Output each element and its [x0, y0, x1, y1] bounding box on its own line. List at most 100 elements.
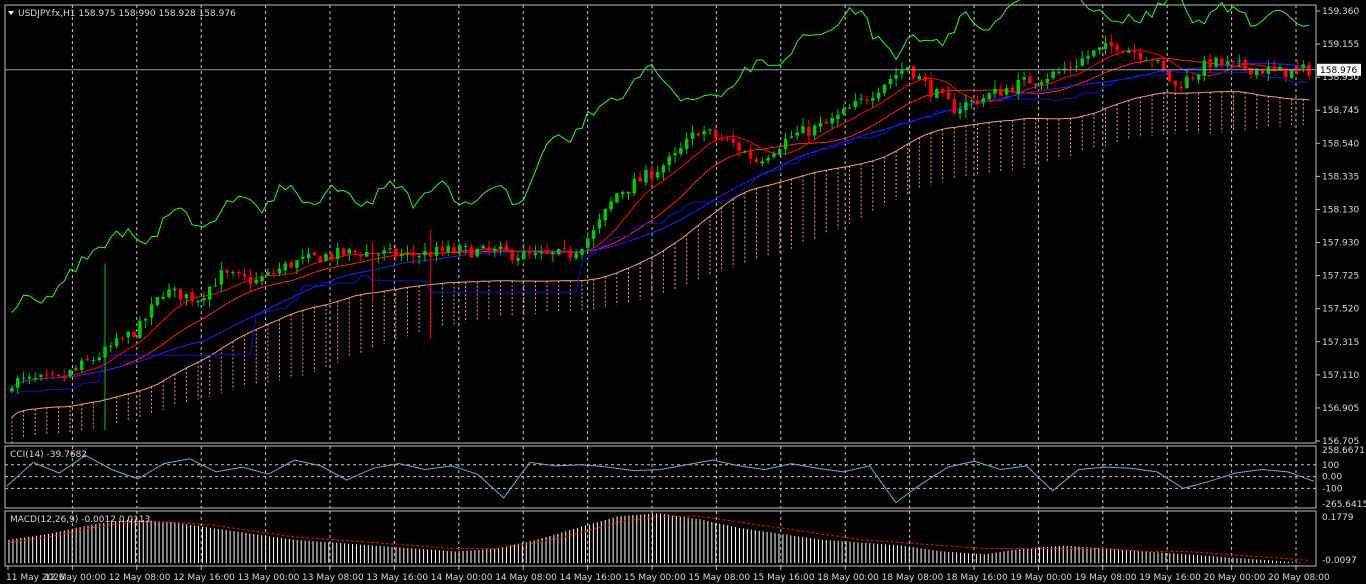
- candle-body[interactable]: [551, 252, 555, 255]
- candle-body[interactable]: [277, 268, 282, 274]
- candle-body[interactable]: [1161, 60, 1166, 70]
- candle-body[interactable]: [219, 270, 224, 285]
- candle-body[interactable]: [940, 89, 945, 94]
- candle-body[interactable]: [248, 276, 253, 285]
- candle-body[interactable]: [1033, 83, 1038, 85]
- candle-body[interactable]: [1202, 60, 1207, 76]
- candle-body[interactable]: [1278, 67, 1282, 70]
- candle-body[interactable]: [556, 248, 561, 255]
- candle-body[interactable]: [213, 285, 218, 287]
- candle-body[interactable]: [382, 250, 386, 254]
- candle-body[interactable]: [1266, 67, 1271, 74]
- candle-body[interactable]: [510, 249, 514, 260]
- candle-body[interactable]: [807, 126, 811, 136]
- candle-body[interactable]: [516, 257, 520, 261]
- candle-body[interactable]: [405, 252, 410, 254]
- candle-body[interactable]: [399, 254, 404, 256]
- candle-body[interactable]: [207, 286, 212, 300]
- candle-body[interactable]: [242, 273, 247, 277]
- candle-body[interactable]: [999, 88, 1003, 96]
- candle-body[interactable]: [498, 246, 503, 249]
- candle-body[interactable]: [905, 67, 910, 71]
- candle-body[interactable]: [812, 125, 817, 136]
- candle-body[interactable]: [1138, 52, 1143, 60]
- candle-body[interactable]: [126, 331, 130, 338]
- candle-body[interactable]: [1254, 69, 1259, 76]
- candle-body[interactable]: [301, 256, 305, 259]
- candle-body[interactable]: [85, 359, 90, 361]
- candle-body[interactable]: [533, 253, 538, 256]
- candle-body[interactable]: [21, 377, 26, 379]
- candle-body[interactable]: [853, 100, 858, 108]
- candle-body[interactable]: [754, 159, 759, 163]
- candle-body[interactable]: [347, 249, 352, 254]
- candle-body[interactable]: [894, 74, 898, 79]
- candle-body[interactable]: [149, 304, 154, 318]
- candle-body[interactable]: [1295, 67, 1300, 69]
- candle-body[interactable]: [1237, 60, 1242, 62]
- candle-body[interactable]: [644, 170, 648, 183]
- candle-body[interactable]: [522, 251, 526, 259]
- candle-body[interactable]: [841, 108, 846, 115]
- candle-body[interactable]: [155, 297, 160, 306]
- candle-body[interactable]: [865, 99, 869, 101]
- candle-body[interactable]: [364, 251, 369, 257]
- candle-body[interactable]: [952, 99, 957, 114]
- candle-body[interactable]: [1132, 50, 1137, 53]
- candle-body[interactable]: [1214, 57, 1218, 67]
- candle-body[interactable]: [917, 75, 922, 80]
- candle-body[interactable]: [562, 247, 567, 249]
- candle-body[interactable]: [638, 177, 642, 182]
- candle-body[interactable]: [620, 191, 625, 194]
- candle-body[interactable]: [33, 377, 37, 379]
- candle-body[interactable]: [103, 346, 107, 358]
- candle-body[interactable]: [1080, 58, 1084, 66]
- candle-body[interactable]: [289, 262, 293, 268]
- candle-body[interactable]: [1225, 61, 1230, 65]
- candle-body[interactable]: [1039, 82, 1044, 85]
- candle-body[interactable]: [1231, 61, 1236, 63]
- candle-body[interactable]: [1179, 86, 1183, 89]
- candle-body[interactable]: [731, 139, 735, 143]
- candle-body[interactable]: [1208, 59, 1212, 68]
- candle-body[interactable]: [946, 92, 951, 100]
- candle-body[interactable]: [719, 137, 724, 140]
- candle-body[interactable]: [801, 126, 805, 134]
- candle-body[interactable]: [1301, 64, 1306, 68]
- candle-body[interactable]: [463, 246, 468, 248]
- candle-body[interactable]: [836, 114, 840, 120]
- candle-body[interactable]: [143, 318, 148, 321]
- candle-body[interactable]: [1022, 77, 1026, 80]
- candle-body[interactable]: [1260, 69, 1265, 75]
- candle-body[interactable]: [330, 253, 334, 259]
- candle-body[interactable]: [196, 301, 200, 303]
- candle-body[interactable]: [1109, 41, 1114, 47]
- candle-body[interactable]: [574, 253, 578, 259]
- candle-body[interactable]: [1028, 76, 1032, 84]
- candle-body[interactable]: [1074, 65, 1079, 67]
- triangle-down-icon[interactable]: [8, 11, 14, 15]
- candle-body[interactable]: [1167, 70, 1172, 82]
- candle-body[interactable]: [871, 97, 875, 101]
- candle-body[interactable]: [440, 247, 445, 252]
- candle-body[interactable]: [481, 245, 485, 249]
- candle-body[interactable]: [580, 249, 584, 255]
- candle-body[interactable]: [492, 248, 497, 252]
- candle-body[interactable]: [1004, 88, 1009, 95]
- candle-body[interactable]: [725, 138, 730, 140]
- candle-body[interactable]: [376, 254, 381, 256]
- candle-body[interactable]: [935, 88, 939, 99]
- candle-body[interactable]: [394, 248, 398, 257]
- candle-body[interactable]: [783, 138, 788, 150]
- candle-body[interactable]: [690, 132, 695, 139]
- candle-body[interactable]: [324, 254, 328, 261]
- candle-body[interactable]: [568, 250, 573, 258]
- candle-body[interactable]: [434, 246, 439, 256]
- candle-body[interactable]: [597, 219, 602, 229]
- candle-body[interactable]: [39, 374, 43, 377]
- candle-body[interactable]: [1057, 71, 1061, 73]
- candle-body[interactable]: [545, 251, 549, 254]
- candle-body[interactable]: [138, 320, 142, 338]
- candle-body[interactable]: [615, 193, 619, 203]
- candle-body[interactable]: [673, 153, 677, 156]
